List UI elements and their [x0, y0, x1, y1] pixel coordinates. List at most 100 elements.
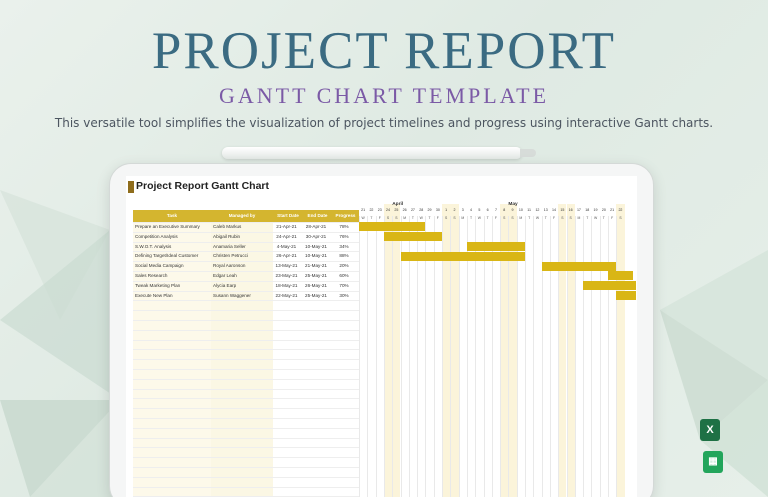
day-number: 24	[386, 208, 391, 212]
day-gridline	[408, 216, 410, 497]
cell-start: 4-May-21	[276, 243, 297, 249]
excel-icon[interactable]: X	[700, 419, 720, 441]
weekend-column	[442, 204, 451, 497]
spreadsheet-screen: Project Report Gantt Chart Task Managed …	[126, 176, 637, 497]
gantt-bar[interactable]	[400, 251, 525, 261]
day-gridline	[466, 216, 468, 497]
cell-managed-by: Royal Aaronson	[213, 263, 246, 269]
row-gridline	[133, 437, 359, 439]
gantt-bar[interactable]	[583, 281, 636, 291]
header-start-date: Start Date	[277, 213, 299, 218]
weekday-letter: M	[519, 216, 523, 220]
table-row[interactable]: Execute New Plan Susann Waggener 22-May-21…	[133, 291, 359, 301]
cell-managed-by: Edgar Leah	[213, 273, 237, 278]
weekend-column	[383, 204, 393, 497]
row-gridline	[133, 447, 359, 449]
google-sheets-icon[interactable]: ▦	[703, 451, 723, 473]
cell-task: S.W.O.T. Analysis	[135, 243, 172, 249]
day-number: 3	[461, 208, 464, 212]
weekday-letter: S	[395, 216, 398, 220]
weekend-column	[500, 204, 509, 497]
row-gridline	[133, 241, 359, 243]
day-gridline	[533, 216, 535, 497]
day-gridline	[458, 216, 460, 497]
day-gridline	[583, 216, 585, 497]
gantt-bar[interactable]	[616, 291, 636, 300]
row-gridline	[133, 486, 359, 488]
day-number: 28	[419, 208, 424, 212]
weekday-letter: S	[569, 216, 572, 220]
gantt-bar[interactable]	[608, 271, 633, 281]
month-label: May	[508, 202, 518, 207]
gantt-bar[interactable]	[383, 232, 442, 242]
table-row[interactable]: Defining Target/Ideal Customer Christen P…	[133, 251, 359, 261]
weekday-letter: S	[619, 216, 622, 220]
row-gridline	[133, 359, 359, 361]
weekend-column	[508, 204, 517, 497]
day-number: 30	[435, 208, 440, 212]
day-number: 15	[560, 208, 565, 212]
table-row[interactable]: Competition Analysis Abigail Rubin 24-Apr-…	[133, 232, 359, 242]
table-row[interactable]: Prepare an Executive Summary Caleb Markus…	[133, 222, 359, 232]
row-gridline	[133, 310, 359, 312]
table-row[interactable]: Social Media Campaign Royal Aaronson 13-Ma…	[133, 261, 359, 271]
row-gridline	[133, 271, 359, 272]
cell-start: 26-Apr-21	[276, 253, 297, 259]
title-accent-bar	[128, 181, 134, 193]
row-gridline	[133, 231, 359, 233]
row-gridline	[133, 427, 359, 429]
weekend-column	[392, 204, 401, 497]
day-gridline	[599, 216, 601, 497]
row-gridline	[133, 339, 359, 341]
weekday-letter: S	[561, 216, 564, 220]
table-row[interactable]: S.W.O.T. Analysis Anamaria Seller 4-May-21…	[133, 242, 359, 252]
month-label: April	[392, 202, 404, 207]
table-header-row: Task Managed by Start Date End Date Prog…	[133, 210, 359, 222]
header-progress: Progress	[335, 213, 356, 218]
day-gridline	[566, 216, 568, 497]
day-gridline	[367, 216, 369, 497]
day-number: 17	[576, 208, 581, 212]
cell-task: Execute New Plan	[135, 292, 173, 298]
header-task: Task	[166, 213, 178, 218]
table-row[interactable]: Sales Research Edgar Leah 23-May-21 25-May-…	[133, 271, 359, 281]
day-gridline	[433, 216, 435, 497]
weekday-letter: S	[511, 216, 514, 220]
day-number: 13	[543, 208, 548, 212]
row-gridline	[133, 388, 359, 390]
cell-task: Social Media Campaign	[135, 263, 184, 269]
cell-progress: 30%	[339, 292, 349, 298]
weekday-letter: T	[544, 216, 547, 220]
row-gridline	[133, 369, 359, 370]
cell-task: Tweak Marketing Plan	[135, 282, 181, 288]
weekday-letter: T	[470, 216, 473, 220]
day-number: 16	[568, 208, 573, 212]
gantt-bar[interactable]	[466, 242, 525, 251]
day-gridline	[392, 216, 394, 497]
gantt-bar[interactable]	[359, 222, 426, 232]
day-number: 29	[427, 208, 432, 212]
day-number: 25	[394, 208, 399, 212]
day-number: 22	[618, 208, 623, 212]
day-number: 5	[478, 208, 481, 212]
gantt-bar[interactable]	[541, 261, 617, 271]
day-number: 7	[494, 208, 497, 212]
weekday-letter: F	[494, 216, 497, 220]
cell-start: 13-May-21	[275, 263, 298, 269]
day-gridline	[516, 216, 518, 497]
weekday-letter: W	[535, 216, 540, 220]
day-gridline	[400, 216, 402, 497]
cell-end: 28-Apr-21	[305, 224, 327, 229]
day-gridline	[616, 216, 618, 497]
row-gridline	[133, 329, 359, 331]
row-gridline	[133, 476, 359, 478]
cell-managed-by: Christen Petrucci	[213, 253, 248, 259]
header-end-date: End Date	[307, 213, 328, 218]
day-number: 4	[470, 208, 473, 212]
cell-end: 25-May-21	[305, 273, 327, 278]
row-gridline	[133, 398, 359, 400]
row-gridline	[133, 408, 359, 410]
row-gridline	[133, 418, 359, 419]
table-row[interactable]: Tweak Marketing Plan Alycia Earp 18-May-21…	[133, 281, 359, 291]
day-number: 22	[369, 208, 374, 212]
